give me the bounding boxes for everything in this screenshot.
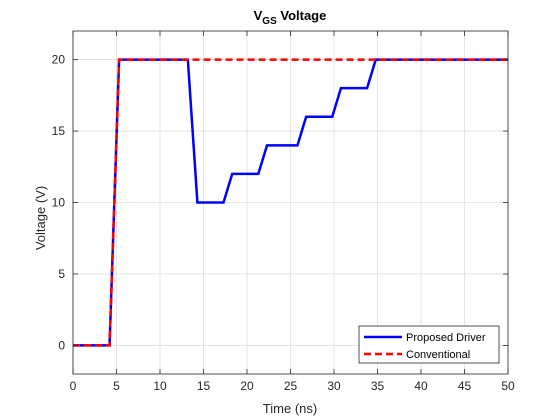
y-tick-label: 15 (52, 124, 66, 138)
legend-box (358, 325, 500, 364)
ticks: 0 5 10 15 20 25 30 35 40 45 50 0 5 10 15 20 (52, 31, 515, 393)
y-axis-label: Voltage (V) (33, 186, 48, 250)
x-tick-label: 35 (371, 379, 385, 393)
x-tick-label: 0 (70, 379, 77, 393)
legend-label-proposed-driver: Proposed Driver (406, 332, 486, 344)
x-tick-label: 20 (240, 379, 254, 393)
series-layer (73, 58, 508, 347)
y-tick-label: 5 (58, 267, 65, 281)
chart-title: VGS Voltage (254, 8, 327, 27)
x-axis-label: Time (ns) (263, 401, 317, 416)
y-tick-label: 0 (58, 338, 65, 352)
y-tick-label: 20 (52, 53, 66, 67)
series-line-conventional (73, 58, 508, 347)
x-tick-label: 25 (284, 379, 298, 393)
x-tick-label: 45 (458, 379, 472, 393)
y-tick-label: 10 (52, 196, 66, 210)
x-tick-label: 50 (501, 379, 515, 393)
x-tick-label: 30 (327, 379, 341, 393)
x-tick-label: 5 (113, 379, 120, 393)
x-tick-label: 15 (197, 379, 211, 393)
x-tick-label: 10 (153, 379, 167, 393)
legend: Proposed Driver Conventional (358, 325, 500, 364)
legend-label-conventional: Conventional (406, 349, 470, 361)
x-tick-label: 40 (414, 379, 428, 393)
